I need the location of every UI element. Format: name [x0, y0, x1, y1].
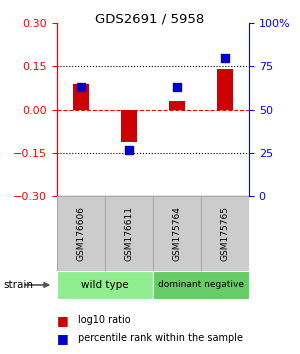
Text: GSM175765: GSM175765	[220, 206, 230, 261]
Text: GSM175764: GSM175764	[172, 206, 182, 261]
Text: percentile rank within the sample: percentile rank within the sample	[78, 333, 243, 343]
Text: ■: ■	[57, 332, 69, 344]
Bar	[217, 69, 233, 110]
Bar	[57, 196, 105, 271]
Text: ■: ■	[57, 314, 69, 327]
Point	[223, 55, 227, 61]
Text: dominant negative: dominant negative	[158, 280, 244, 290]
Point	[175, 84, 179, 90]
Text: GSM176611: GSM176611	[124, 206, 134, 261]
Bar	[153, 196, 201, 271]
Text: GDS2691 / 5958: GDS2691 / 5958	[95, 12, 205, 25]
Bar	[57, 271, 153, 299]
Bar	[73, 84, 89, 110]
Text: wild type: wild type	[81, 280, 129, 290]
Text: strain: strain	[3, 280, 33, 290]
Bar	[201, 196, 249, 271]
Point	[127, 147, 131, 153]
Text: GSM176606: GSM176606	[76, 206, 85, 261]
Point	[79, 84, 83, 90]
Bar	[105, 196, 153, 271]
Bar	[169, 101, 185, 110]
Text: log10 ratio: log10 ratio	[78, 315, 130, 325]
Bar	[153, 271, 249, 299]
Bar	[121, 110, 137, 142]
